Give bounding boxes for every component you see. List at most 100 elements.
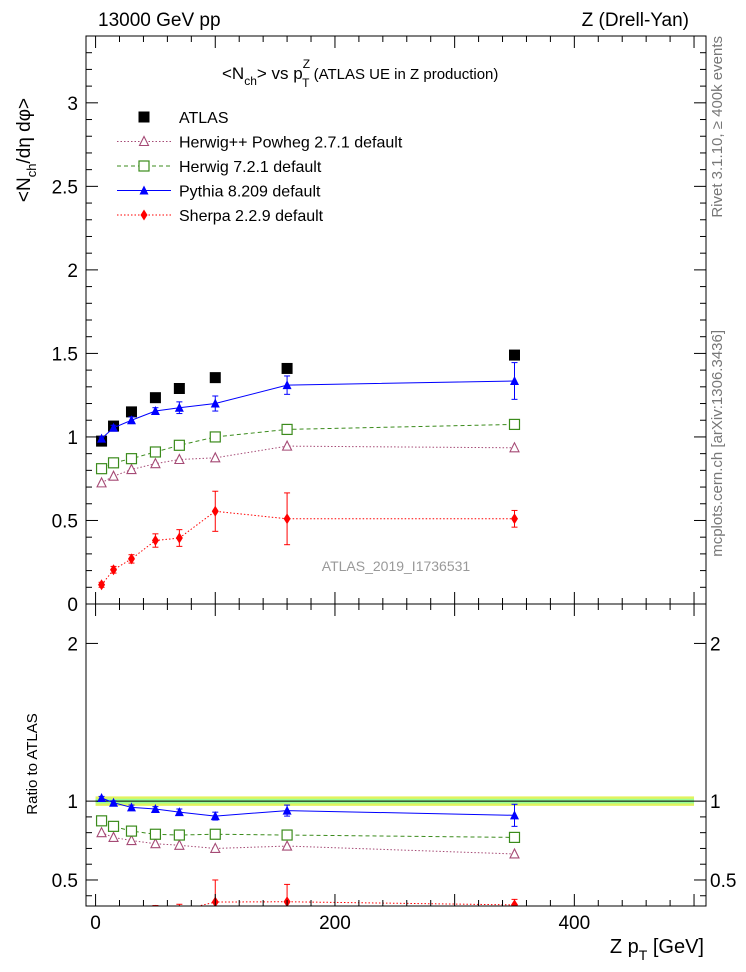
main-y-tick-label: 3	[67, 94, 78, 115]
main-point-atlas	[125, 406, 137, 418]
main-point-pythia-8-209-default	[509, 375, 519, 385]
main-point-herwig-7-2-1-default	[95, 463, 108, 475]
ratio-series-herwig-7-2-1-default	[95, 815, 521, 843]
legend-label-herwig-7-2-1-default: Herwig 7.2.1 default	[179, 159, 322, 176]
main-y-tick-label: 2	[67, 261, 78, 282]
main-point-sherpa-2-2-9-default	[110, 564, 118, 576]
main-point-herwig-powheg-2-7-1-default	[173, 453, 185, 465]
xlabel-sub: T	[639, 947, 648, 963]
process-label: Z (Drell-Yan)	[582, 10, 689, 31]
ratio-y-tick-label-right: 0.5	[710, 871, 736, 892]
legend-label-herwig-powheg-2-7-1-default: Herwig++ Powheg 2.7.1 default	[179, 135, 403, 152]
legend-entry-sherpa-2-2-9-default: Sherpa 2.2.9 default	[117, 208, 324, 225]
ratio-y-tick-label: 1	[67, 792, 78, 813]
ratio-y-axis-label: Ratio to ATLAS	[24, 713, 41, 814]
main-point-sherpa-2-2-9-default	[151, 535, 159, 547]
main-point-pythia-8-209-default	[282, 380, 292, 390]
ratio-point-pythia-8-209-default	[210, 811, 220, 821]
main-y-tick-label: 2.5	[52, 177, 78, 198]
legend: ATLAS Herwig++ Powheg 2.7.1 default Herwig…	[117, 110, 403, 225]
chart-title: <Nch> vs pZ T (ATLAS UE in Z production)	[222, 57, 498, 90]
main-point-herwig-powheg-2-7-1-default	[209, 451, 221, 463]
ratio-point-sherpa-2-2-9-default	[128, 916, 135, 927]
title-pre: <N	[222, 64, 244, 83]
main-point-herwig-powheg-2-7-1-default	[509, 441, 520, 453]
main-line-pythia-8-209-default	[101, 380, 515, 439]
main-y-tick-label: 0.5	[52, 511, 78, 532]
main-point-sherpa-2-2-9-default	[127, 553, 135, 565]
ratio-line-herwig-powheg-2-7-1-default	[101, 832, 515, 855]
xlabel-a: Z p	[610, 936, 639, 958]
ratio-series-herwig-powheg-2-7-1-default	[96, 826, 520, 859]
main-line-herwig-powheg-2-7-1-default	[101, 445, 515, 484]
legend-marker-pythia-8-209-default	[139, 185, 149, 195]
ratio-y-tick-label: 0.5	[52, 871, 78, 892]
legend-entry-atlas: ATLAS	[138, 110, 229, 127]
main-point-pythia-8-209-default	[150, 406, 160, 416]
main-point-pythia-8-209-default	[174, 402, 184, 412]
main-point-atlas	[508, 349, 520, 361]
main-point-pythia-8-209-default	[210, 398, 220, 408]
main-point-herwig-powheg-2-7-1-default	[108, 469, 119, 481]
ratio-point-herwig-powheg-2-7-1-default	[96, 826, 107, 838]
ratio-series-pythia-8-209-default	[97, 792, 519, 827]
main-point-herwig-powheg-2-7-1-default	[96, 476, 107, 488]
axes-layer: 0 0.5 1 1.5 2 2.5 3 0.5 0.5 1 1 2 2 0 200 400	[52, 35, 736, 934]
ratio-point-pythia-8-209-default	[174, 807, 184, 817]
title-sub2: T	[302, 76, 310, 90]
ratio-panel-frame	[85, 603, 707, 907]
x-tick-label: 200	[319, 913, 351, 934]
main-point-herwig-7-2-1-default	[209, 431, 221, 443]
ratio-point-herwig-powheg-2-7-1-default	[173, 839, 185, 850]
legend-entry-pythia-8-209-default: Pythia 8.209 default	[117, 184, 321, 201]
analysis-watermark: ATLAS_2019_I1736531	[322, 558, 471, 574]
title-post: (ATLAS UE in Z production)	[309, 66, 498, 83]
ratio-point-herwig-7-2-1-default	[508, 831, 521, 843]
x-axis-label: Z pT [GeV]	[610, 936, 704, 963]
main-point-herwig-7-2-1-default	[508, 418, 521, 431]
ratio-point-pythia-8-209-default	[282, 805, 292, 815]
main-point-pythia-8-209-default	[109, 422, 119, 432]
ratio-y-tick-label-right: 2	[710, 634, 721, 655]
ratio-point-pythia-8-209-default	[126, 802, 136, 812]
ratio-point-herwig-powheg-2-7-1-default	[209, 842, 221, 853]
main-series-herwig-7-2-1-default	[95, 418, 521, 475]
legend-label-pythia-8-209-default: Pythia 8.209 default	[179, 184, 321, 201]
ratio-point-pythia-8-209-default	[509, 810, 519, 820]
title-sub1: ch	[244, 74, 257, 88]
ylabel-b: /dη dφ>	[14, 98, 35, 164]
ratio-point-herwig-7-2-1-default	[209, 828, 221, 840]
ratio-point-herwig-powheg-2-7-1-default	[150, 837, 161, 849]
ratio-point-herwig-powheg-2-7-1-default	[108, 831, 119, 842]
ratio-uncertainty-band	[95, 796, 695, 806]
main-point-herwig-7-2-1-default	[173, 439, 185, 451]
ylabel-sub: ch	[24, 164, 39, 178]
ylabel-a: <N	[14, 177, 35, 202]
ratio-point-sherpa-2-2-9-default	[98, 935, 105, 946]
legend-entry-herwig-7-2-1-default: Herwig 7.2.1 default	[117, 159, 322, 176]
main-point-atlas	[149, 392, 161, 404]
legend-marker-atlas	[138, 111, 150, 123]
main-point-pythia-8-209-default	[126, 415, 136, 425]
main-point-herwig-powheg-2-7-1-default	[150, 457, 161, 469]
main-point-herwig-powheg-2-7-1-default	[126, 463, 137, 475]
xlabel-b: [GeV]	[647, 936, 704, 958]
main-point-herwig-7-2-1-default	[281, 423, 293, 436]
ratio-point-pythia-8-209-default	[97, 792, 107, 802]
main-point-sherpa-2-2-9-default	[175, 532, 183, 544]
mcplots-label: mcplots.cern.ch [arXiv:1306.3436]	[709, 330, 726, 557]
main-series-atlas	[96, 349, 520, 447]
title-sup: Z	[303, 57, 310, 71]
ratio-point-sherpa-2-2-9-default	[510, 899, 518, 906]
x-tick-label: 0	[90, 913, 101, 934]
main-point-sherpa-2-2-9-default	[283, 513, 291, 525]
ratio-point-herwig-7-2-1-default	[107, 820, 120, 832]
ratio-line-herwig-7-2-1-default	[101, 820, 515, 838]
legend-marker-sherpa-2-2-9-default	[140, 209, 148, 221]
main-y-axis-label: <Nch/dη dφ>	[14, 98, 39, 202]
ratio-point-pythia-8-209-default	[109, 797, 119, 807]
main-series-layer	[95, 349, 521, 591]
ratio-series-sherpa-2-2-9-default	[98, 879, 518, 946]
